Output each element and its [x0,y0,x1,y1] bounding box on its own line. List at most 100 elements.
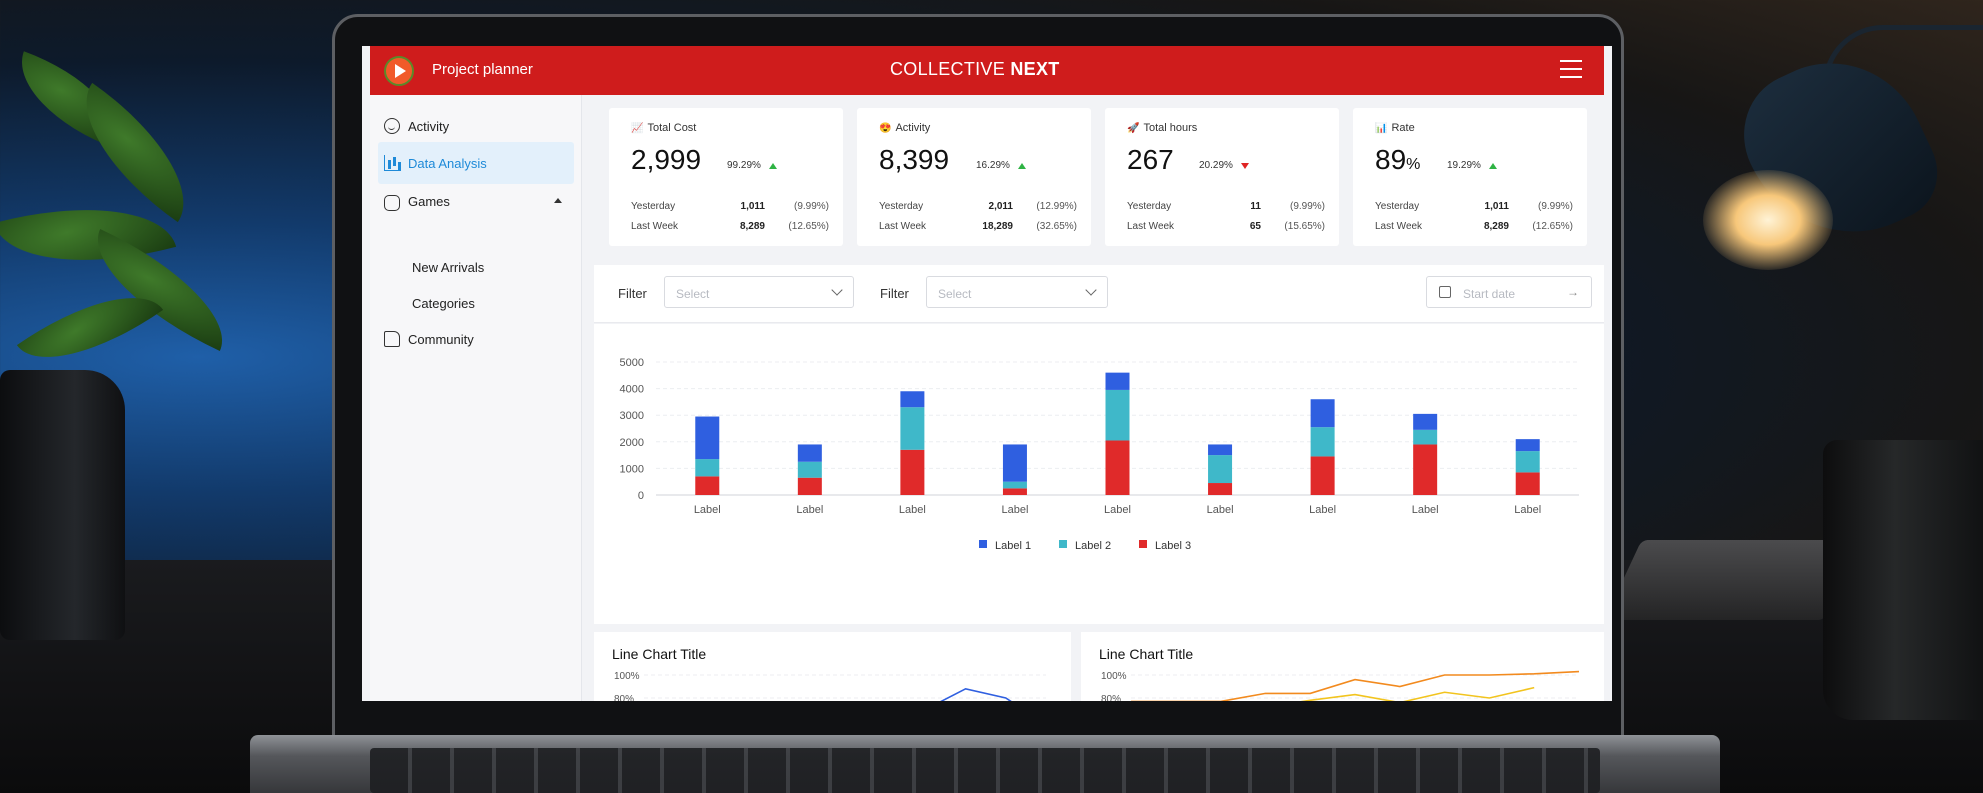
kpi-value: 267 [1127,144,1174,175]
bar-segment [1515,451,1540,473]
legend-swatch [1059,540,1067,548]
bar-segment [1002,481,1027,489]
kpi-row-yesterday: Yesterday 11 (9.99%) [1127,201,1325,212]
desk-lamp-light [1703,170,1833,270]
x-tick-label: Label [694,504,721,516]
kpi-row-yesterday: Yesterday 1,011 (9.99%) [631,201,829,212]
filter-label-1: Filter [618,286,647,301]
kpi-row-last-week: Last Week 18,289 (32.65%) [879,221,1077,232]
x-tick-label: Label [1104,504,1131,516]
sidebar-item-label: Activity [408,118,450,134]
kpi-card-activity: 😍 Activity 8,399 16.29% Yesterday 2,011 (12… [857,108,1091,246]
kpi-value: 2,999 [631,144,702,175]
bar-segment [1515,439,1540,452]
gamepad-icon [384,195,400,211]
coffee-mug [1823,440,1983,720]
y-tick-label: 2000 [620,437,644,449]
filter-select-1-placeholder: Select [676,287,710,301]
bar-segment [1310,456,1335,495]
filter-select-2[interactable]: Select [926,276,1108,308]
chevron-down-icon [831,284,843,296]
bar-segment [1310,427,1335,457]
bar-segment [797,461,822,478]
app-title: Project planner [432,61,533,78]
kpi-delta: 99.29% [727,160,777,171]
bar-segment [900,407,925,450]
line-chart-panel-1: 100%80%60% Line Chart Title [594,632,1071,701]
kpi-card-total-cost: 📈 Total Cost 2,999 99.29% Yesterday 1,011(… [609,108,843,246]
caret-up-icon[interactable] [554,198,562,203]
y-tick-label: 5000 [620,357,644,369]
x-tick-label: Label [1412,504,1439,516]
legend-swatch [979,540,987,548]
bar-segment [1105,440,1130,495]
x-tick-label: Label [899,504,926,516]
line-chart-panel-2: 100%80%60% Line Chart Title [1081,632,1604,701]
sidebar-subitem-categories[interactable]: Categories [412,296,475,311]
sidebar: Activity Data Analysis Games New Arrival… [370,95,582,701]
laptop-keyboard [370,748,1600,793]
y-tick-label: 100% [614,671,640,682]
sidebar-subitem-new-arrivals[interactable]: New Arrivals [412,260,485,275]
bar-segment [900,449,925,495]
filter-select-1[interactable]: Select [664,276,854,308]
trend-up-icon [768,162,777,169]
legend-label: Label 3 [1155,540,1191,552]
series-line [1300,686,1535,701]
y-tick-label: 4000 [620,384,644,396]
stacked-bar-chart-panel: 0 1000 2000 3000 4000 5000 Label Label Label Labe… [594,324,1604,624]
line-chart-title: Line Chart Title [1099,646,1194,662]
kpi-row-last-week: Last Week 8,289 (12.65%) [631,221,829,232]
bar-segment [1002,488,1027,495]
bar-segment [1413,413,1438,430]
sidebar-item-label: Data Analysis [408,155,487,171]
bar-segment [1105,372,1130,390]
bar-segment [1208,483,1233,495]
sidebar-item-games[interactable]: Games [378,180,574,222]
start-date-placeholder: Start date [1463,287,1516,301]
thumbs-up-icon [384,331,400,347]
sidebar-item-activity[interactable]: Activity [378,105,574,147]
legend-label: Label 1 [995,540,1031,552]
bar-segment [695,459,720,477]
hamburger-menu-icon[interactable] [1560,60,1582,78]
kpi-delta: 19.29% [1447,160,1497,171]
start-date-picker[interactable]: Start date → [1426,276,1592,308]
kpi-row-yesterday: Yesterday 2,011 (12.99%) [879,201,1077,212]
kpi-value: 8,399 [879,144,950,175]
trend-up-icon [1488,162,1497,169]
bar-segment [900,391,925,408]
kpi-card-total-hours: 🚀 Total hours 267 20.29% Yesterday 11 (9.99… [1105,108,1339,246]
laptop-screen: Project planner COLLECTIVE NEXT Activity… [362,46,1612,701]
bar-segment [1002,444,1027,482]
bar-segment [1413,444,1438,495]
kpi-row-yesterday: Yesterday 1,011 (9.99%) [1375,201,1573,212]
sidebar-item-community[interactable]: Community [378,318,574,360]
kpi-label: 🚀 Total hours [1127,122,1198,134]
y-tick-label: 0 [638,490,644,502]
bar-segment [695,476,720,495]
trend-up-icon [1017,162,1026,169]
filter-select-2-placeholder: Select [938,287,972,301]
heart-eyes-icon: 😍 [879,123,892,134]
brand-name: COLLECTIVE NEXT [890,59,1060,80]
bar-segment [1208,455,1233,484]
bar-segment [1105,389,1130,441]
line-chart-title: Line Chart Title [612,646,707,662]
y-tick-label: 3000 [620,410,644,422]
bar-segment [1208,444,1233,456]
line-chart-1: 100%80%60% [614,671,1046,701]
arrow-right-icon: → [1567,285,1579,299]
trend-down-icon [1240,162,1249,169]
bar-chart-icon [384,155,400,171]
plant-pot [0,370,125,640]
sidebar-item-data-analysis[interactable]: Data Analysis [378,142,574,184]
app-logo-icon[interactable] [384,56,414,86]
series-line [1131,670,1580,701]
kpi-row-last-week: Last Week 65 (15.65%) [1127,221,1325,232]
kpi-delta: 20.29% [1199,160,1249,171]
stacked-bar-chart: 0 1000 2000 3000 4000 5000 Label Label Label Labe… [620,357,1579,552]
chevron-down-icon [1085,284,1097,296]
y-tick-label: 1000 [620,463,644,475]
bar-segment [1515,472,1540,495]
